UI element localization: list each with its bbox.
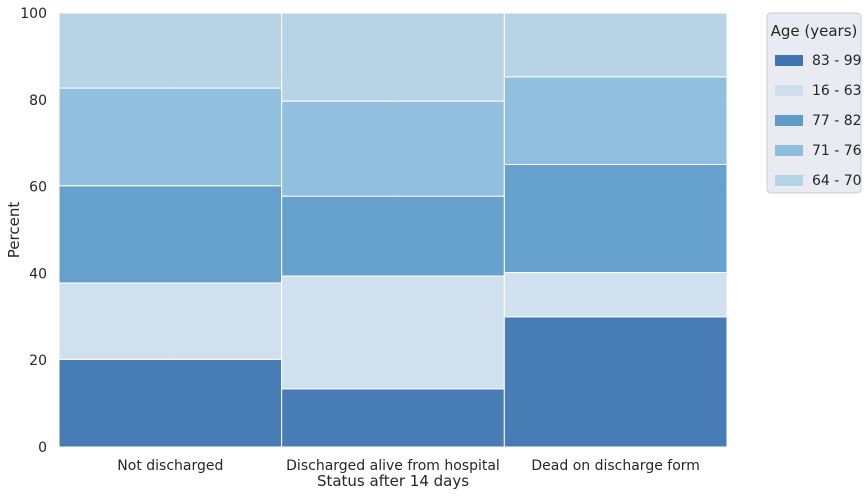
legend-label: 16 - 63 [812, 83, 862, 99]
bar-segment [503, 316, 728, 448]
bar-segment [58, 87, 283, 187]
x-tick-label: Not discharged [117, 458, 223, 474]
x-tick-label: Discharged alive from hospital [286, 458, 500, 474]
y-tick-labels: 0 20 40 60 80 100 [20, 6, 47, 456]
legend-swatch [775, 55, 803, 66]
y-tick-label: 60 [29, 180, 47, 196]
legend-title: Age (years) [771, 22, 858, 40]
y-tick-label: 100 [20, 6, 47, 22]
y-tick-label: 20 [29, 353, 47, 369]
bar-segment [281, 195, 505, 277]
legend-box [766, 12, 862, 194]
bar-segment [281, 100, 505, 197]
x-tick-label: Dead on discharge form [531, 458, 700, 474]
legend-label: 71 - 76 [812, 143, 862, 159]
legend-swatch [775, 145, 803, 156]
legend-swatch [775, 175, 803, 186]
bar-segment [503, 12, 728, 78]
x-axis-label: Status after 14 days [317, 472, 469, 490]
legend-swatch [775, 115, 803, 126]
bar-segment [503, 163, 728, 274]
y-tick-label: 80 [29, 93, 47, 109]
bar-segment [58, 358, 283, 448]
legend-items: 83 - 99 16 - 63 77 - 82 71 - 76 64 - 70 [775, 53, 862, 189]
bar-segment [281, 388, 505, 448]
x-tick-labels: Not discharged Discharged alive from hosp… [117, 458, 700, 474]
bar-segment [503, 76, 728, 165]
bar-segment [503, 272, 728, 318]
bar-segment [281, 12, 505, 102]
bar-segment [58, 185, 283, 284]
legend-label: 77 - 82 [812, 113, 862, 129]
legend-label: 64 - 70 [812, 173, 862, 189]
bar-segment [58, 12, 283, 89]
bar-segment [58, 282, 283, 360]
y-tick-label: 0 [38, 440, 47, 456]
y-axis-label: Percent [5, 202, 23, 259]
legend-label: 83 - 99 [812, 53, 862, 69]
y-tick-label: 40 [29, 266, 47, 282]
legend-swatch [775, 85, 803, 96]
bars [58, 12, 728, 448]
legend: Age (years) 83 - 99 16 - 63 77 - 82 71 - 76… [766, 12, 862, 194]
bar-segment [281, 275, 505, 390]
